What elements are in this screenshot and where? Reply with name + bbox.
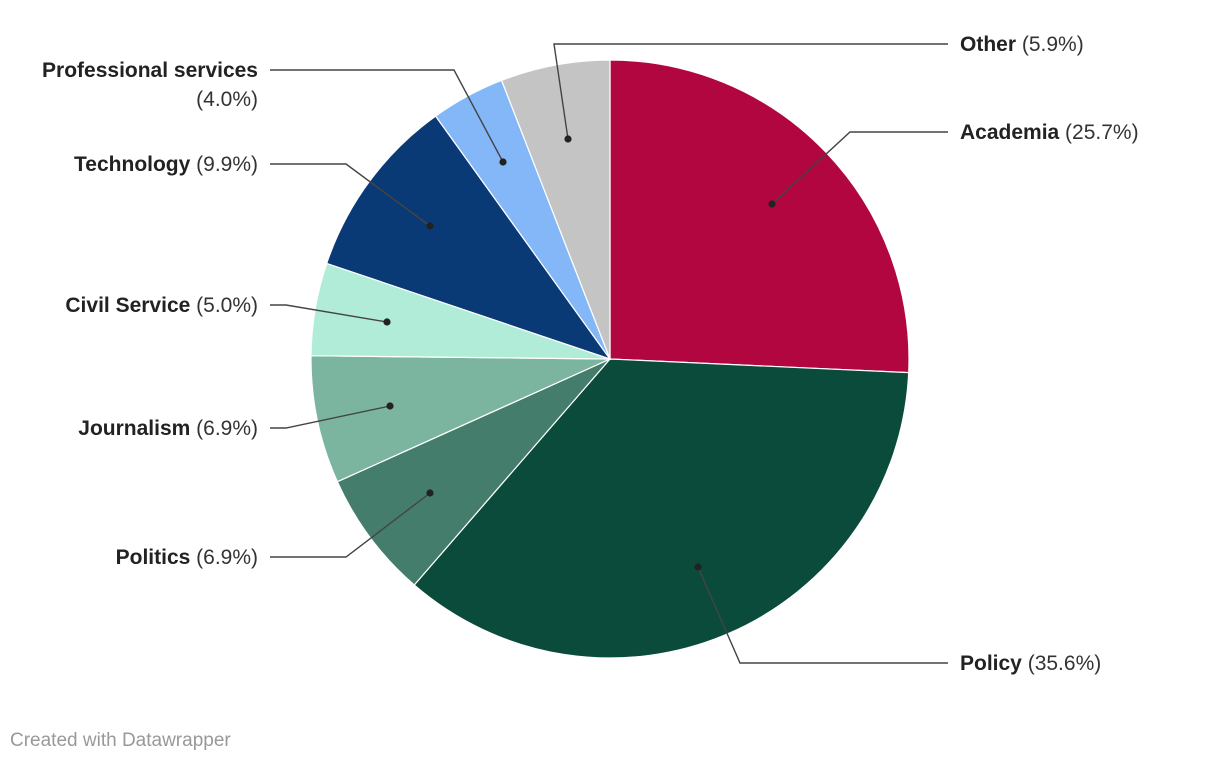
slice-label-civil-service: Civil Service (5.0%) — [65, 294, 258, 317]
slice-value-politics: (6.9%) — [190, 546, 258, 569]
slice-label-technology: Technology (9.9%) — [74, 153, 258, 176]
credit-text: Created with Datawrapper — [10, 730, 231, 751]
slice-value-professional-services: (4.0%) — [196, 88, 258, 111]
leader-dot-academia — [768, 200, 776, 208]
slice-label-policy: Policy (35.6%) — [960, 652, 1101, 675]
slice-label-politics: Politics (6.9%) — [116, 546, 258, 569]
pie-slice-politics — [336, 358, 611, 586]
slice-value-academia: (25.7%) — [1059, 121, 1138, 144]
leader-dot-policy — [694, 563, 702, 571]
slice-value-policy: (35.6%) — [1022, 652, 1101, 675]
pie-slice-policy — [413, 358, 910, 659]
leader-line-academia — [771, 131, 948, 205]
slice-value-civil-service: (5.0%) — [190, 294, 258, 317]
pie-slice-journalism — [310, 355, 611, 483]
leader-line-other — [553, 43, 948, 140]
pie-slices — [310, 59, 910, 659]
slice-labels: Academia (25.7%) Policy (35.6%) Politics (… — [42, 33, 1139, 675]
slice-label-academia: Academia (25.7%) — [960, 121, 1139, 144]
leader-line-professional-services — [270, 69, 504, 163]
leader-dot-politics — [426, 489, 434, 497]
leader-dot-professional-services — [499, 158, 507, 166]
leader-line-technology — [270, 163, 431, 227]
leader-line-policy — [697, 566, 948, 664]
leader-line-journalism — [270, 405, 391, 429]
leader-dot-civil-service — [383, 318, 391, 326]
slice-label-professional-services: Professional services — [42, 59, 258, 82]
pie-slice-academia — [609, 59, 910, 374]
slice-label-journalism: Journalism (6.9%) — [78, 417, 258, 440]
slice-label-other: Other (5.9%) — [960, 33, 1084, 56]
slice-value-technology: (9.9%) — [190, 153, 258, 176]
pie-slice-other — [500, 59, 611, 360]
leader-lines — [270, 43, 948, 664]
leader-dot-journalism — [386, 402, 394, 410]
slice-value-other: (5.9%) — [1016, 33, 1084, 56]
slice-value-journalism: (6.9%) — [190, 417, 258, 440]
leader-line-politics — [270, 492, 431, 558]
leader-dot-other — [564, 135, 572, 143]
leader-dot-technology — [426, 222, 434, 230]
leader-line-civil-service — [270, 304, 388, 323]
